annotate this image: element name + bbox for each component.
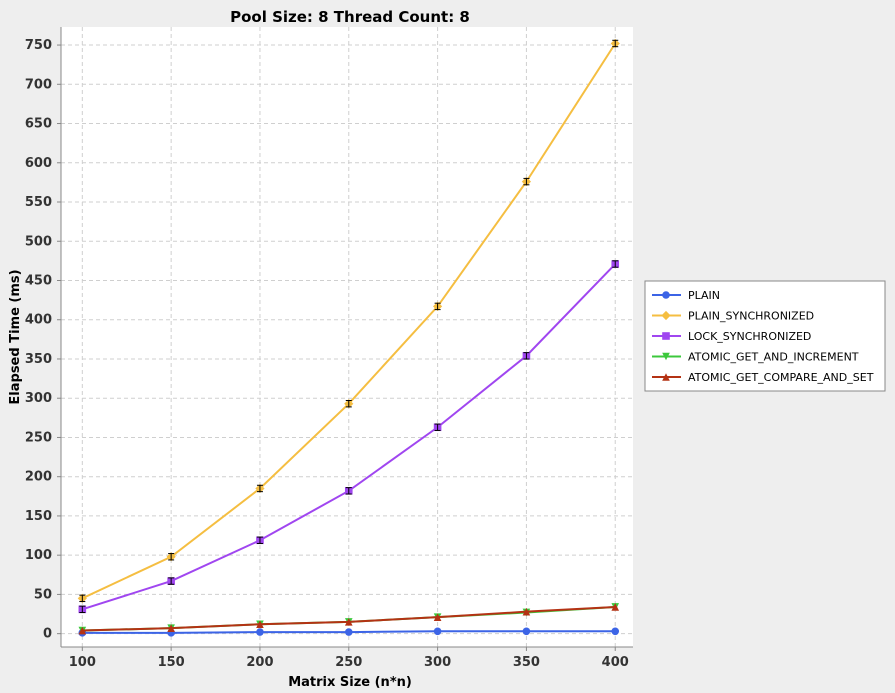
data-point: [433, 627, 442, 636]
data-point: [611, 603, 620, 611]
x-tick-label: 250: [335, 655, 362, 670]
legend-marker: [662, 332, 670, 340]
data-point: [344, 628, 353, 636]
x-tick-label: 100: [69, 655, 96, 670]
series-0: [78, 627, 620, 637]
legend-label: ATOMIC_GET_COMPARE_AND_SET: [688, 371, 874, 384]
series-4: [78, 603, 620, 635]
y-tick-label: 250: [25, 430, 52, 445]
data-point: [433, 613, 442, 621]
y-tick-label: 200: [25, 470, 52, 485]
series-group: [77, 38, 620, 637]
y-tick-label: 650: [25, 117, 52, 132]
legend-item: PLAIN_SYNCHRONIZED: [652, 310, 814, 323]
legend-marker: [662, 352, 670, 361]
y-tick-label: 400: [25, 313, 52, 328]
y-tick-label: 300: [25, 391, 52, 406]
data-point: [522, 627, 531, 636]
legend-label: PLAIN_SYNCHRONIZED: [688, 310, 814, 323]
x-axis-title: Matrix Size (n*n): [288, 675, 412, 690]
x-tick-label: 300: [424, 655, 451, 670]
y-tick-label: 350: [25, 352, 52, 367]
data-point: [256, 628, 264, 636]
y-tick-label: 450: [25, 273, 52, 288]
data-point: [78, 626, 87, 635]
legend-label: LOCK_SYNCHRONIZED: [688, 330, 811, 343]
y-tick-label: 100: [25, 548, 52, 563]
x-tick-label: 200: [246, 655, 273, 670]
chart-title: Pool Size: 8 Thread Count: 8: [230, 8, 470, 26]
x-tick-label: 400: [602, 655, 629, 670]
data-point: [522, 607, 531, 616]
y-tick-label: 0: [43, 627, 52, 642]
data-point: [344, 618, 353, 626]
data-point: [167, 624, 175, 632]
legend-label: ATOMIC_GET_AND_INCREMENT: [688, 351, 859, 364]
legend-marker: [662, 291, 670, 299]
y-tick-label: 150: [25, 509, 52, 524]
x-tick-label: 350: [513, 655, 540, 670]
y-tick-label: 600: [25, 156, 52, 171]
y-axis-title: Elapsed Time (ms): [8, 269, 23, 404]
legend-item: LOCK_SYNCHRONIZED: [652, 330, 811, 343]
x-tick-label: 150: [158, 655, 185, 670]
legend-item: PLAIN: [652, 289, 720, 302]
legend-item: ATOMIC_GET_AND_INCREMENT: [652, 351, 859, 364]
x-ticks: 100 150 200 250 300 350 400: [69, 647, 629, 670]
y-tick-label: 750: [25, 38, 52, 53]
series-2: [78, 260, 620, 614]
y-tick-label: 550: [25, 195, 52, 210]
legend-marker: [662, 373, 670, 381]
legend-item: ATOMIC_GET_COMPARE_AND_SET: [652, 371, 874, 384]
y-tick-label: 50: [34, 587, 52, 602]
plot-area: [61, 27, 633, 647]
data-point: [256, 620, 264, 629]
legend-label: PLAIN: [688, 289, 720, 302]
y-tick-label: 500: [25, 234, 52, 249]
data-point: [611, 627, 620, 636]
legend-marker: [661, 310, 671, 321]
y-tick-label: 700: [25, 77, 52, 92]
y-ticks: 0 50 100 150 200 250 300 350 400 450 500 550 600 650 7…: [25, 38, 61, 642]
legend: PLAIN PLAIN_SYNCHRONIZED LOCK_SYNCHRONIZED…: [644, 280, 886, 392]
legend-box: [644, 280, 886, 392]
series-1: [77, 38, 620, 603]
